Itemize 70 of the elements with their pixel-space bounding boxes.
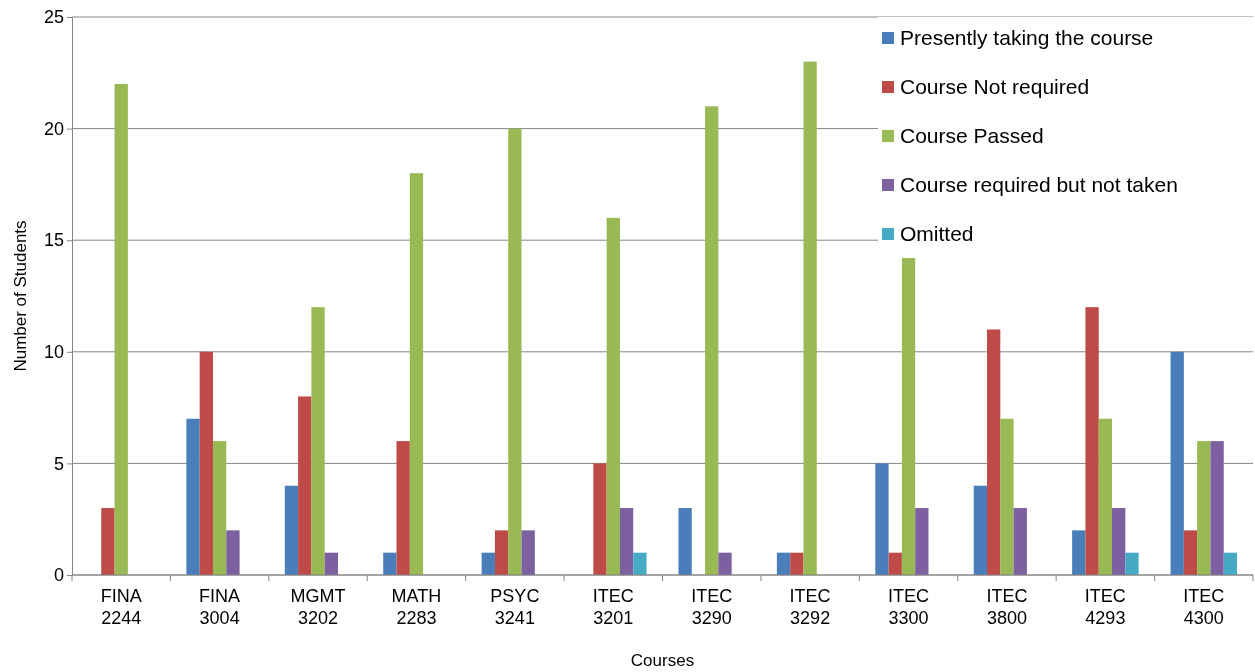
legend-label: Course Not required xyxy=(900,75,1090,98)
y-axis-title: Number of Students xyxy=(11,220,30,372)
bar xyxy=(776,552,791,575)
bar xyxy=(324,552,338,575)
x-tick-label: ITEC 3290 xyxy=(691,586,733,628)
y-tick-label: 25 xyxy=(43,7,64,28)
x-tick-label: MGMT 3202 xyxy=(290,586,346,628)
x-tick-label: FINA 2244 xyxy=(100,586,142,628)
bar xyxy=(1098,418,1113,575)
y-tick-label: 0 xyxy=(53,565,64,586)
x-axis-title: Courses xyxy=(630,651,695,670)
bar xyxy=(521,530,535,575)
y-tick-label: 10 xyxy=(43,342,64,363)
bar xyxy=(1125,552,1139,575)
x-tick-label: ITEC 3292 xyxy=(789,586,831,628)
bar xyxy=(678,508,692,575)
x-tick-label: MATH 2283 xyxy=(391,586,442,628)
bar xyxy=(705,106,719,575)
bar xyxy=(199,351,213,575)
x-tick-label: ITEC 4300 xyxy=(1183,586,1225,628)
legend-label: Presently taking the course xyxy=(900,26,1154,49)
bar xyxy=(396,441,410,575)
bar xyxy=(508,128,522,575)
x-tick-label: ITEC 3201 xyxy=(592,586,634,628)
bar xyxy=(226,530,240,575)
y-tick-label: 15 xyxy=(43,230,64,251)
legend-label: Course required but not taken xyxy=(900,173,1178,196)
bar xyxy=(606,217,620,575)
legend-label: Omitted xyxy=(900,222,974,245)
bar xyxy=(888,552,902,575)
legend-label: Course Passed xyxy=(900,124,1044,147)
bar xyxy=(494,530,509,575)
bar xyxy=(298,396,312,575)
bar xyxy=(1223,552,1238,575)
bar xyxy=(1170,351,1184,575)
bar xyxy=(1210,441,1224,575)
bar xyxy=(987,329,1001,575)
x-tick-label: ITEC 3800 xyxy=(986,586,1028,628)
bar xyxy=(212,441,227,575)
x-tick-label: PSYC 3241 xyxy=(490,586,540,628)
y-tick-label: 5 xyxy=(53,453,64,474)
bar xyxy=(1183,530,1198,575)
bar xyxy=(973,485,988,575)
bar xyxy=(718,552,732,575)
bar xyxy=(593,463,607,575)
bar xyxy=(1000,418,1014,575)
x-tick-label: ITEC 3300 xyxy=(888,586,930,628)
bar xyxy=(633,552,647,575)
bar xyxy=(409,173,424,575)
bar xyxy=(875,463,889,575)
y-tick-label: 20 xyxy=(43,118,64,139)
bar xyxy=(1072,530,1086,575)
bar xyxy=(1013,508,1027,575)
bar xyxy=(1085,307,1099,575)
bar xyxy=(101,508,115,575)
bar xyxy=(790,552,804,575)
bar xyxy=(311,307,325,575)
bar xyxy=(1197,441,1211,575)
x-tick-label: ITEC 4293 xyxy=(1084,586,1126,628)
x-tick-label: FINA 3004 xyxy=(199,586,241,628)
bar xyxy=(114,83,128,575)
bar xyxy=(481,552,495,575)
bar xyxy=(619,508,634,575)
bar xyxy=(383,552,397,575)
bar xyxy=(1112,508,1126,575)
bar xyxy=(186,418,200,575)
bar xyxy=(901,258,916,575)
bar xyxy=(915,508,929,575)
bar xyxy=(803,61,817,575)
bar xyxy=(284,485,299,575)
